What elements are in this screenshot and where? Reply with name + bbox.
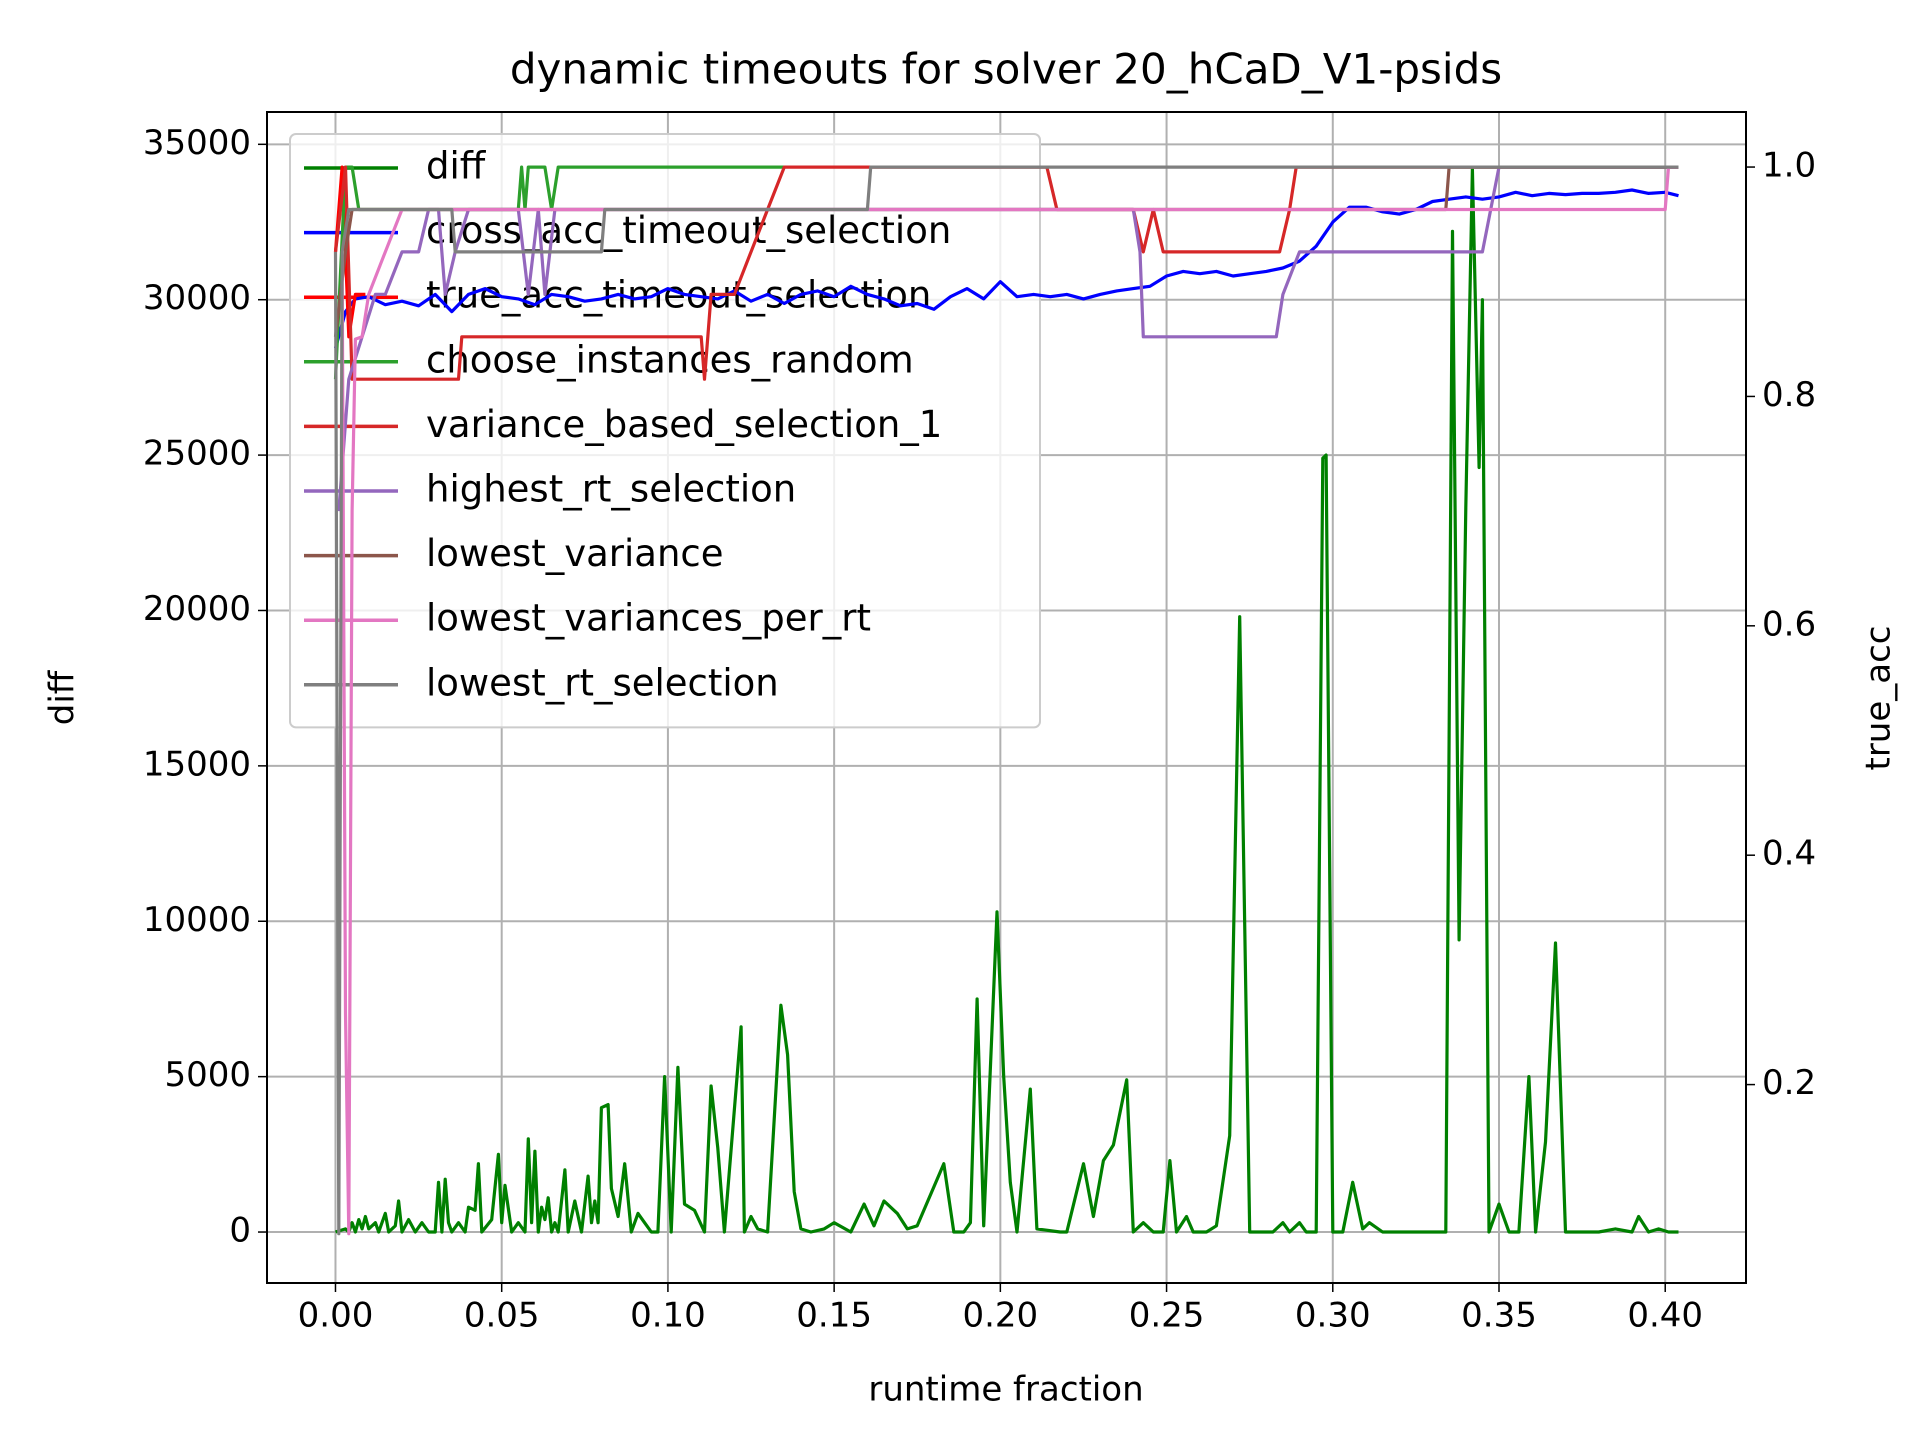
y2-tick-label: 0.6 [1762,604,1816,644]
plot-frame [266,111,1747,1284]
legend-label: lowest_variances_per_rt [426,597,871,640]
legend-label: lowest_variance [426,532,724,575]
series-line [335,167,1679,1234]
y-tick-label: 5000 [164,1055,251,1095]
legend-label: cross_acc_timeout_selection [426,209,951,252]
y2-tick-label: 1.0 [1762,146,1816,186]
x-tick-label: 0.35 [1461,1296,1537,1336]
series-line [340,165,1679,1236]
x-tick-label: 0.30 [1295,1296,1371,1336]
series-line [333,165,785,380]
y2-tick-label: 0.8 [1762,375,1816,415]
y-tick-label: 25000 [143,434,251,474]
y-tick-label: 10000 [143,900,251,940]
y-tick-label: 30000 [143,278,251,318]
y-tick-label: 0 [229,1211,251,1251]
y-axis-label: diff [43,669,83,725]
x-axis-label: runtime fraction [868,1370,1143,1410]
series-line [333,165,366,339]
y2-axis-label: true_acc [1859,626,1899,771]
x-tick-label: 0.05 [464,1296,540,1336]
x-tick-label: 0.15 [796,1296,872,1336]
x-tick-label: 0.00 [298,1296,374,1336]
legend-label: highest_rt_selection [426,468,796,511]
chart-title: dynamic timeouts for solver 20_hCaD_V1-p… [510,45,1502,94]
x-tick-label: 0.40 [1627,1296,1703,1336]
legend-label: variance_based_selection_1 [426,403,942,446]
x-tick-label: 0.10 [630,1296,706,1336]
series-line [337,165,1679,512]
x-tick-label: 0.20 [962,1296,1038,1336]
y-tick-label: 20000 [143,589,251,629]
x-tick-label: 0.25 [1129,1296,1205,1336]
y2-tick-label: 0.2 [1762,1063,1816,1103]
legend-label: true_acc_timeout_selection [426,274,931,317]
legend-box [289,133,1041,729]
legend-label: diff [426,145,487,188]
legend-label: lowest_rt_selection [426,661,779,704]
legend-label: choose_instances_random [426,338,914,381]
y-tick-label: 15000 [143,744,251,784]
y-tick-label: 35000 [143,123,251,163]
series-line [333,165,1679,1236]
series-line [333,188,1679,349]
y2-tick-label: 0.4 [1762,834,1816,874]
